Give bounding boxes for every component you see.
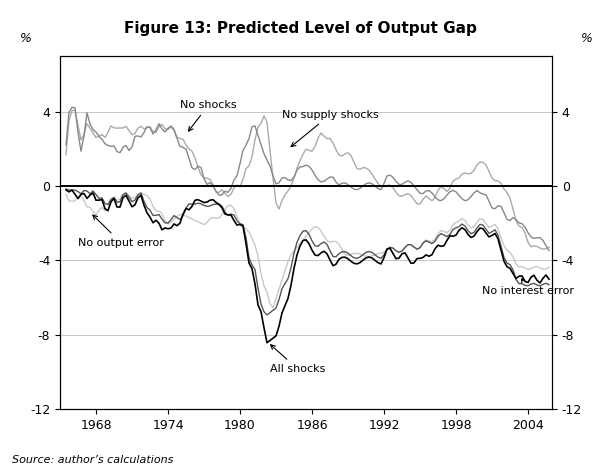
Text: No supply shocks: No supply shocks xyxy=(282,110,379,147)
Text: No output error: No output error xyxy=(78,215,164,248)
Text: Source: author’s calculations: Source: author’s calculations xyxy=(12,455,173,465)
Text: No interest error: No interest error xyxy=(482,279,574,296)
Text: %: % xyxy=(20,32,31,45)
Text: %: % xyxy=(581,32,592,45)
Text: Figure 13: Predicted Level of Output Gap: Figure 13: Predicted Level of Output Gap xyxy=(124,21,476,36)
Text: No shocks: No shocks xyxy=(180,101,236,131)
Text: All shocks: All shocks xyxy=(270,345,325,374)
